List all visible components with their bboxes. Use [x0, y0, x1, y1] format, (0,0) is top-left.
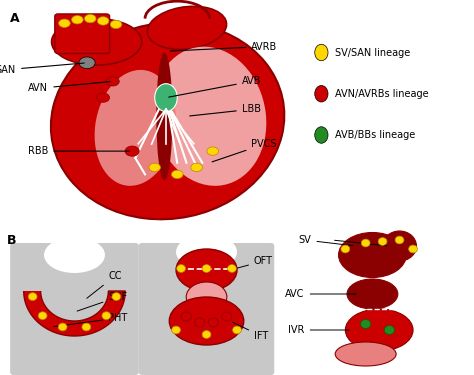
Text: PHT: PHT [54, 313, 128, 327]
Circle shape [177, 265, 185, 272]
Text: AVB: AVB [169, 76, 261, 97]
Ellipse shape [147, 6, 227, 50]
Ellipse shape [347, 279, 398, 309]
FancyBboxPatch shape [55, 14, 109, 54]
Circle shape [149, 163, 161, 172]
Circle shape [38, 312, 47, 320]
Circle shape [341, 245, 350, 253]
Ellipse shape [383, 231, 417, 261]
FancyBboxPatch shape [10, 243, 139, 375]
Circle shape [97, 93, 109, 102]
Circle shape [315, 86, 328, 102]
Ellipse shape [44, 237, 105, 273]
Circle shape [202, 331, 211, 338]
Circle shape [79, 57, 95, 69]
Circle shape [195, 318, 205, 327]
Circle shape [191, 163, 202, 172]
Text: CC: CC [87, 271, 122, 298]
Circle shape [233, 326, 241, 334]
Ellipse shape [338, 232, 406, 278]
Ellipse shape [169, 297, 244, 345]
Text: SHF: SHF [77, 292, 128, 311]
Circle shape [207, 147, 219, 155]
Text: AVB/BBs lineage: AVB/BBs lineage [335, 130, 415, 140]
Circle shape [361, 320, 371, 328]
Text: SV: SV [299, 235, 353, 246]
Ellipse shape [186, 282, 227, 312]
Ellipse shape [155, 84, 177, 112]
Text: AVN: AVN [28, 82, 110, 93]
Ellipse shape [156, 53, 173, 180]
Text: AVRB: AVRB [170, 42, 278, 51]
Circle shape [82, 323, 91, 331]
Circle shape [409, 245, 418, 253]
Circle shape [172, 326, 181, 334]
Circle shape [97, 17, 109, 25]
Text: PVCS: PVCS [212, 139, 277, 162]
Text: AVC: AVC [285, 289, 356, 299]
Circle shape [125, 146, 139, 156]
Circle shape [222, 312, 232, 321]
Circle shape [28, 293, 37, 300]
Circle shape [361, 239, 370, 247]
Circle shape [315, 127, 328, 143]
Text: OFT: OFT [233, 256, 273, 269]
Text: A: A [9, 12, 19, 25]
Circle shape [72, 16, 83, 24]
Text: RBB: RBB [28, 146, 129, 156]
Text: B: B [7, 234, 16, 247]
Circle shape [208, 318, 219, 327]
Circle shape [58, 323, 67, 331]
Circle shape [110, 20, 122, 28]
Circle shape [384, 326, 394, 334]
Circle shape [378, 238, 387, 245]
Ellipse shape [153, 46, 266, 186]
Ellipse shape [176, 249, 237, 291]
Text: SAN: SAN [0, 63, 84, 75]
Ellipse shape [346, 309, 413, 351]
Ellipse shape [52, 19, 142, 65]
Ellipse shape [51, 22, 284, 219]
Circle shape [181, 312, 191, 321]
Circle shape [395, 236, 404, 244]
Text: LBB: LBB [190, 104, 261, 116]
Circle shape [84, 14, 96, 23]
Text: IFT: IFT [233, 322, 268, 341]
PathPatch shape [24, 291, 125, 336]
Circle shape [112, 293, 121, 300]
Circle shape [102, 312, 111, 320]
Text: SV/SAN lineage: SV/SAN lineage [335, 48, 410, 57]
FancyBboxPatch shape [139, 243, 274, 375]
Text: AVN/AVRBs lineage: AVN/AVRBs lineage [335, 89, 428, 99]
Circle shape [202, 265, 211, 272]
Circle shape [172, 170, 183, 178]
Ellipse shape [176, 234, 237, 270]
Circle shape [106, 77, 119, 86]
Circle shape [59, 19, 70, 27]
Text: IVR: IVR [288, 325, 349, 335]
Ellipse shape [335, 342, 396, 366]
Ellipse shape [95, 70, 176, 186]
Circle shape [228, 265, 237, 272]
Circle shape [315, 44, 328, 61]
